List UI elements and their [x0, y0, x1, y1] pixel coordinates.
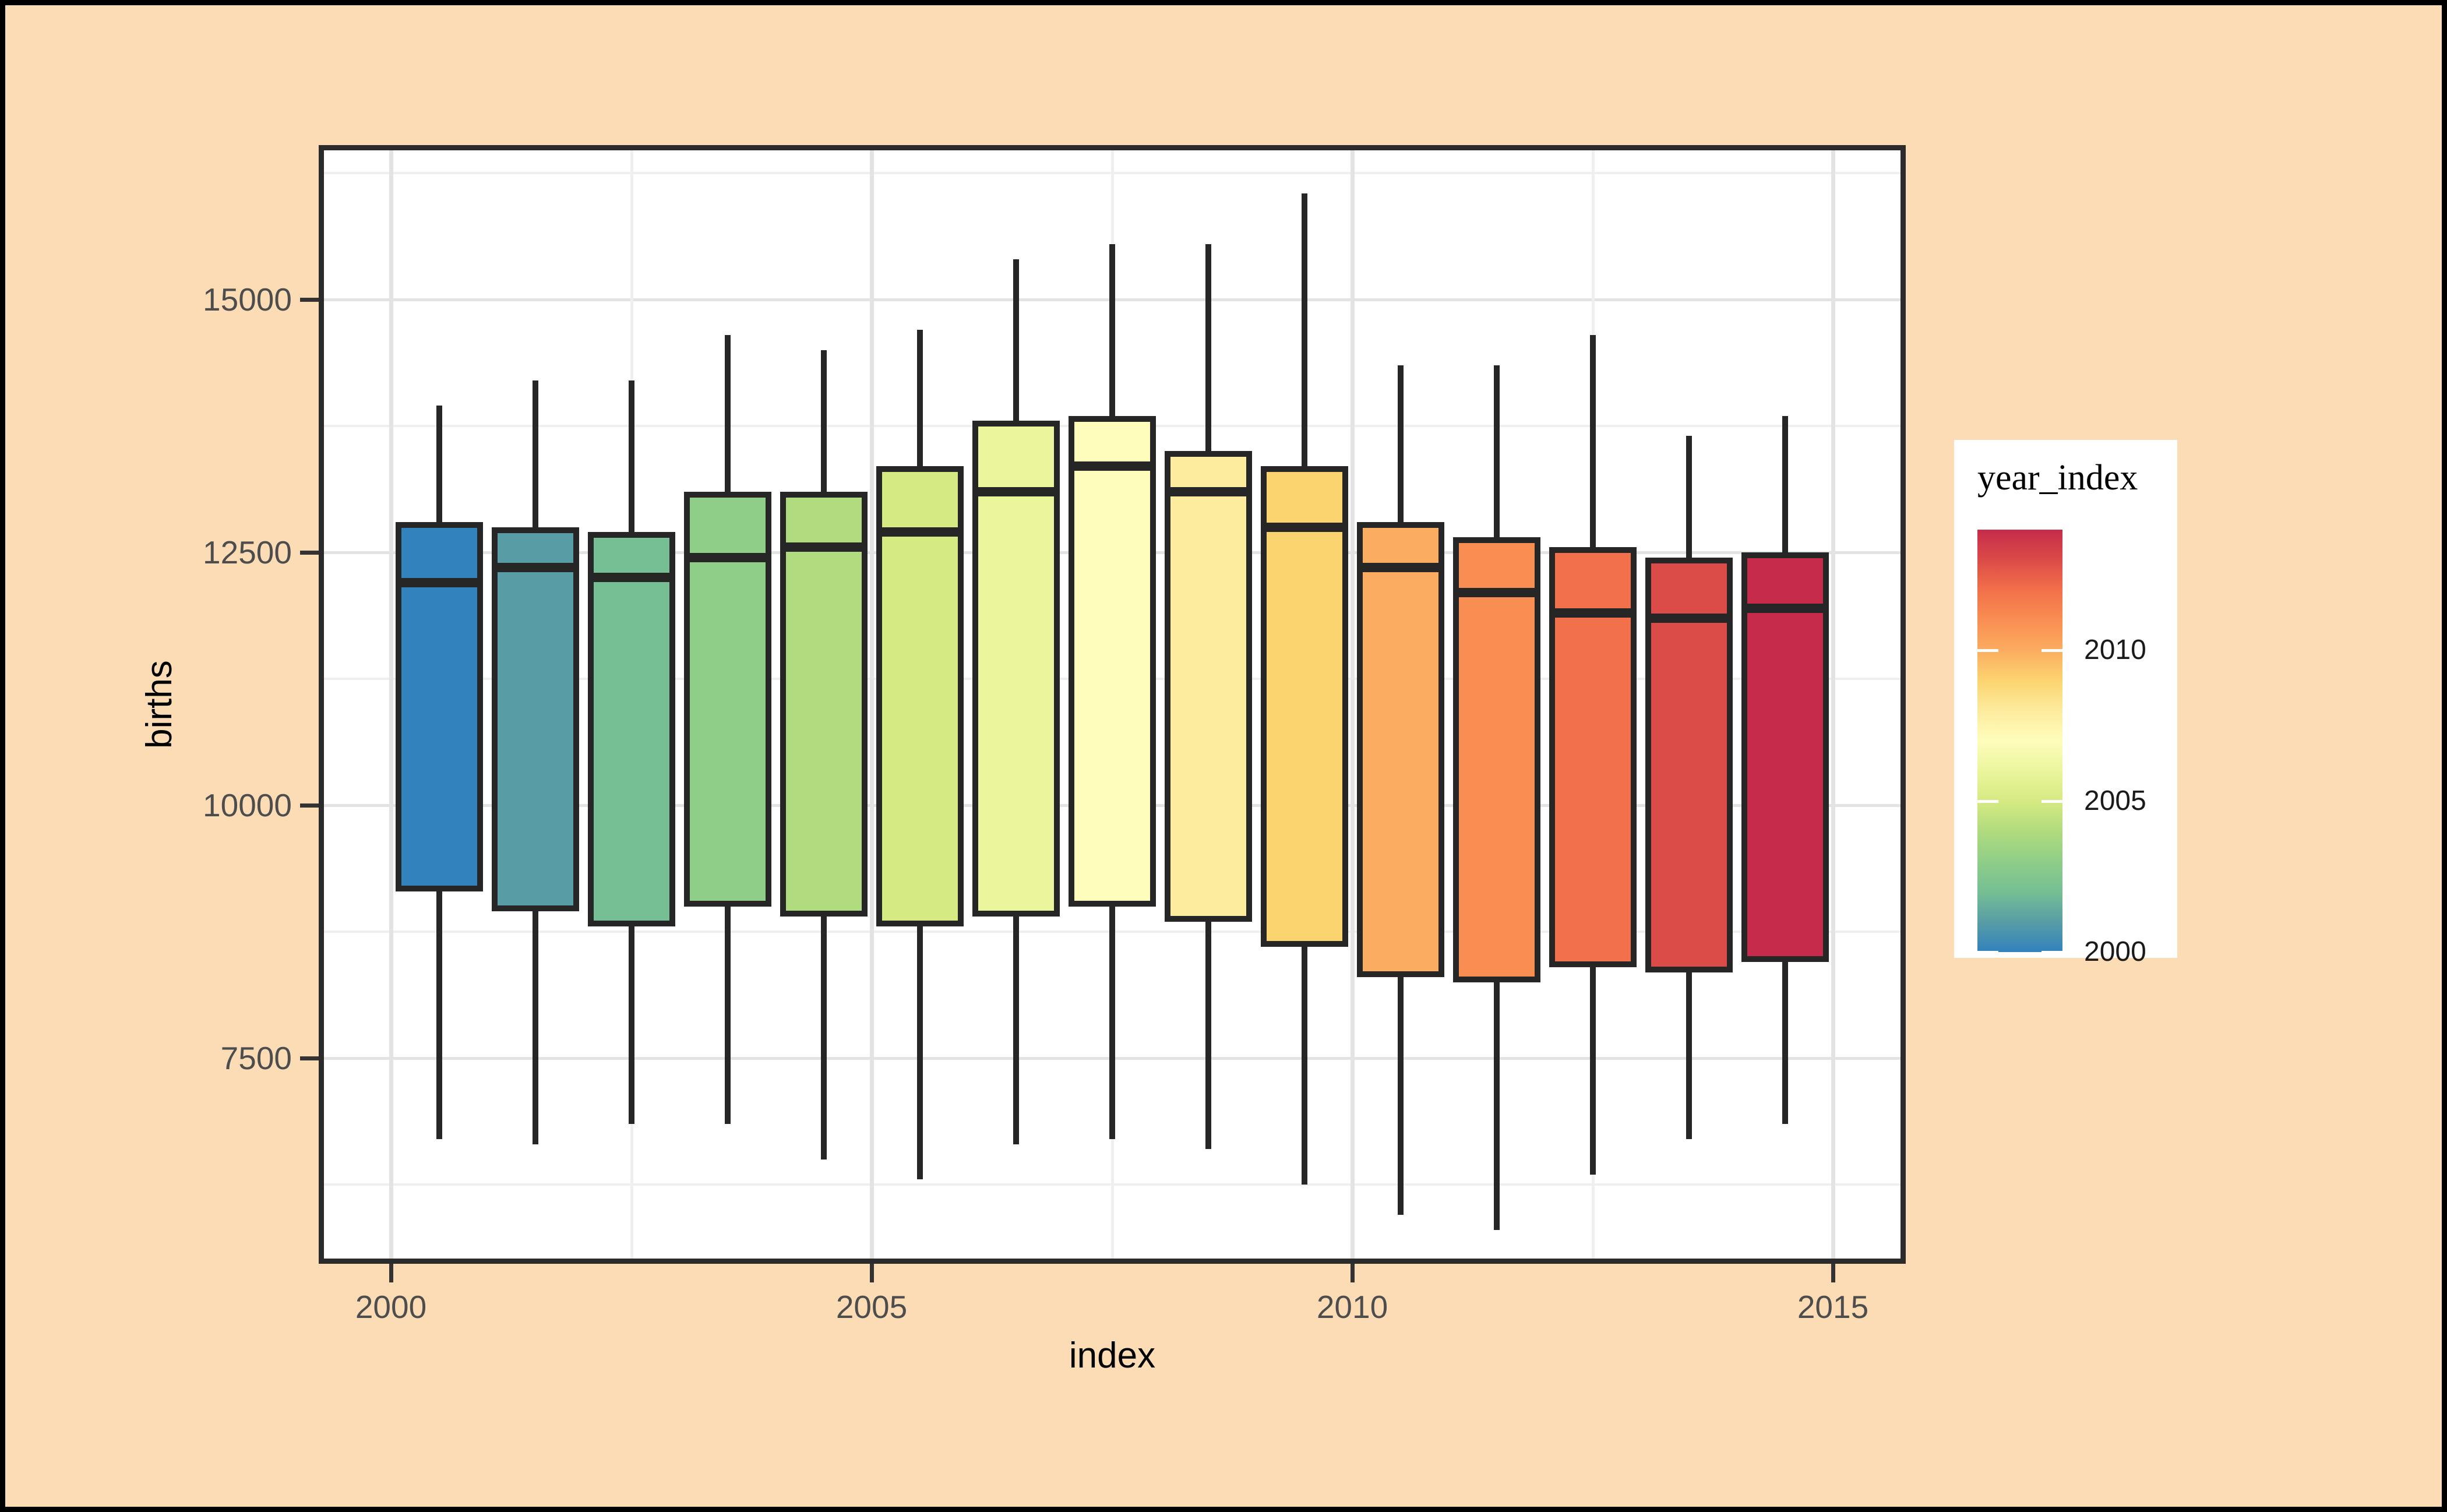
y-axis-tick-label: 7500	[220, 1040, 292, 1077]
boxplot-median	[587, 573, 675, 583]
legend-tick	[1977, 950, 1998, 954]
x-axis-tick-label: 2005	[835, 1289, 908, 1325]
boxplot-box	[1452, 537, 1540, 982]
boxplot-median	[491, 563, 579, 573]
y-axis-tick	[300, 1056, 319, 1061]
boxplot-median	[683, 552, 771, 562]
gridline-x-major	[1351, 145, 1355, 1264]
boxplot-median	[972, 487, 1060, 496]
legend-tick	[1977, 799, 1998, 803]
boxplot-box	[587, 532, 675, 927]
x-axis-tick-label: 2000	[355, 1289, 427, 1325]
gridline-x-major	[389, 145, 393, 1264]
boxplot-median	[395, 578, 483, 588]
legend-tick-label: 2000	[2084, 936, 2146, 967]
boxplot-box	[491, 527, 579, 912]
boxplot-box	[1164, 451, 1252, 922]
legend-colorbar	[1977, 530, 2062, 952]
boxplot-box	[876, 466, 964, 927]
legend-tick-label: 2010	[2084, 635, 2146, 666]
boxplot-box	[972, 421, 1060, 917]
boxplot-box	[1260, 466, 1348, 947]
boxplot-median	[1164, 487, 1252, 496]
plot-panel	[319, 145, 1906, 1264]
legend: year_index 2010 2005 2000	[1954, 440, 2177, 967]
legend-title: year_index	[1977, 458, 2138, 498]
boxplot-box	[1356, 521, 1444, 978]
x-axis-tick-label: 2015	[1797, 1289, 1869, 1325]
legend-tick	[2041, 950, 2062, 954]
boxplot-box	[395, 521, 483, 891]
boxplot-median	[1549, 608, 1637, 618]
y-axis-tick	[300, 551, 319, 555]
gridline-x-major	[1831, 145, 1835, 1264]
boxplot-median	[1741, 603, 1829, 613]
x-axis-tick	[1351, 1264, 1355, 1282]
y-axis-title: births	[139, 660, 179, 749]
x-axis-tick	[389, 1264, 393, 1282]
boxplot-box	[1741, 552, 1829, 963]
boxplot-box	[1068, 415, 1156, 907]
boxplot-median	[1260, 522, 1348, 532]
y-axis-tick	[300, 298, 319, 302]
x-axis-tick	[1831, 1264, 1835, 1282]
x-axis-tick-label: 2010	[1316, 1289, 1388, 1325]
boxplot-median	[876, 527, 964, 537]
legend-tick-label: 2005	[2084, 785, 2146, 817]
boxplot-median	[1645, 613, 1733, 623]
gridline-x-major	[870, 145, 874, 1264]
y-axis-tick-label: 12500	[203, 534, 292, 571]
boxplot-box	[1645, 557, 1733, 972]
x-axis-tick	[870, 1264, 874, 1282]
boxplot-median	[1356, 563, 1444, 573]
legend-tick	[2041, 799, 2062, 803]
y-axis-tick	[300, 803, 319, 808]
y-axis-tick-label: 15000	[203, 281, 292, 318]
legend-tick	[2041, 648, 2062, 652]
boxplot-median	[1068, 461, 1156, 471]
boxplot-median	[780, 542, 868, 552]
y-axis-tick-label: 10000	[203, 787, 292, 824]
boxplot-median	[1452, 588, 1540, 598]
legend-tick	[1977, 648, 1998, 652]
x-axis-title: index	[1069, 1335, 1156, 1376]
plot-background: 15000 12500 10000 7500 2000 2005 2010 2015 inde…	[5, 5, 2442, 1507]
boxplot-box	[780, 491, 868, 917]
